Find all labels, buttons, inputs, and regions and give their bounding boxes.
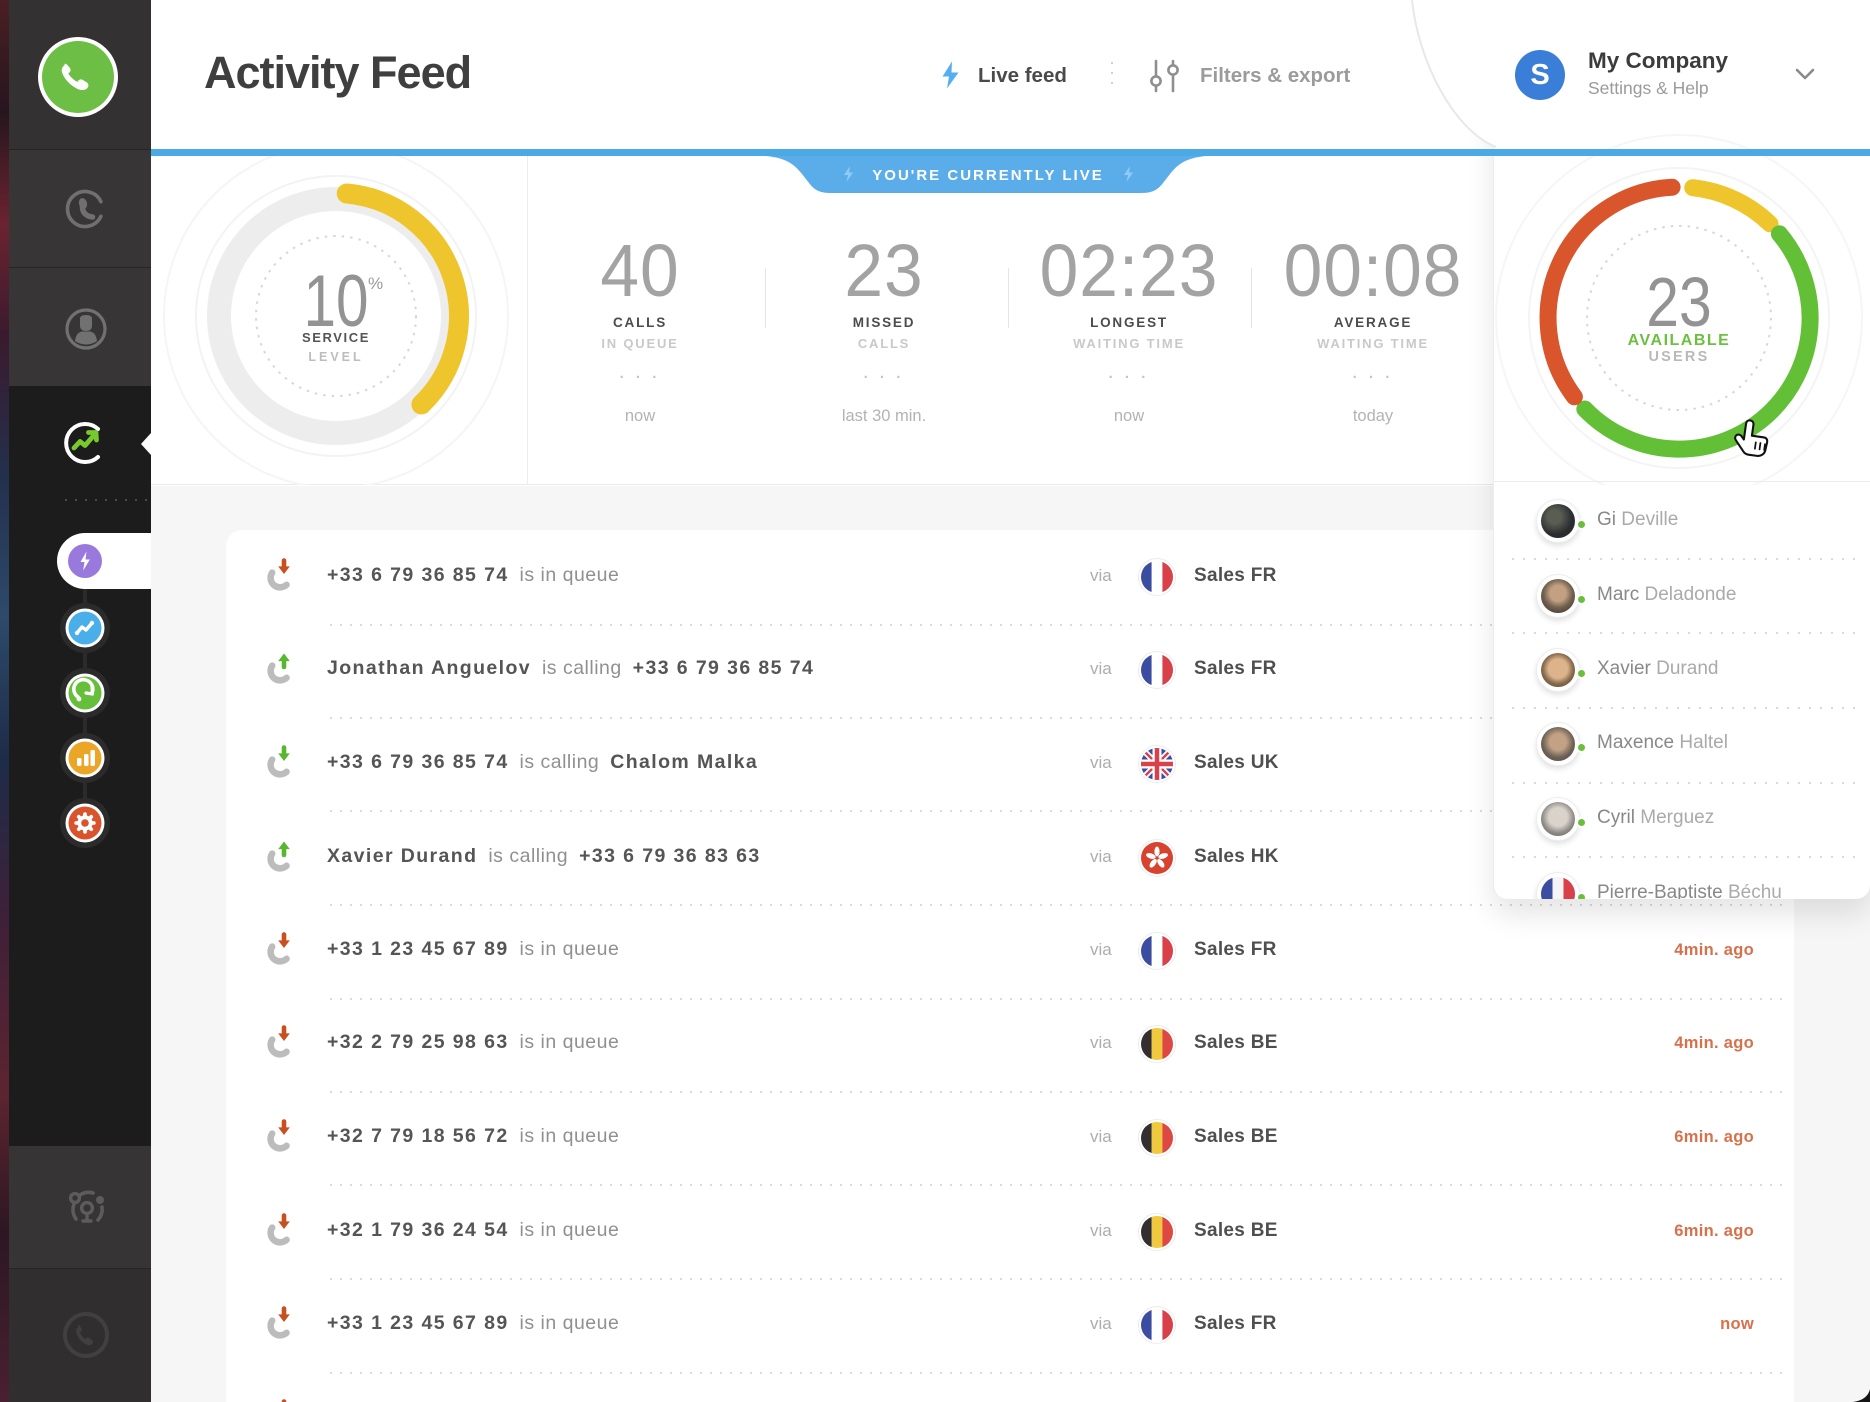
svg-text:YOU'RE CURRENTLY LIVE: YOU'RE CURRENTLY LIVE	[872, 167, 1103, 184]
